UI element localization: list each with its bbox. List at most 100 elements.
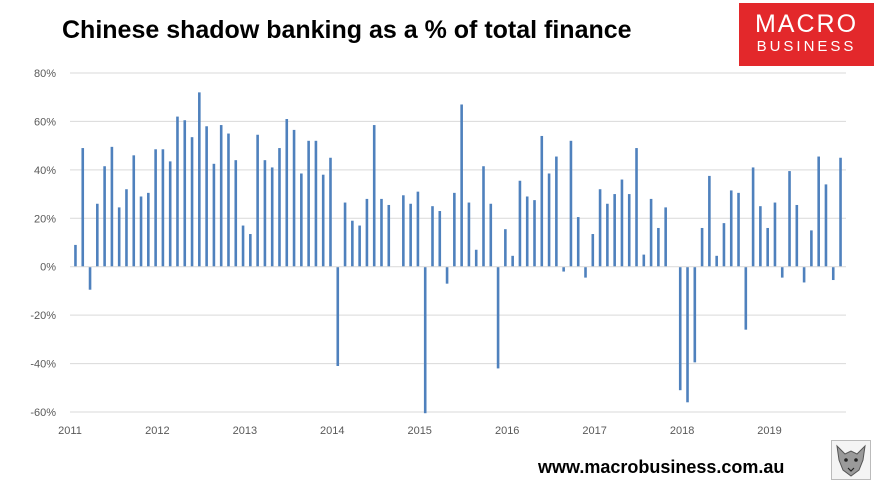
x-axis-ticks: 2011 2012 2013 2014 2015 2016 2017 2018 2019 xyxy=(58,425,782,437)
bar xyxy=(482,166,485,267)
y-axis-ticks: 80% 60% 40% 20% 0% -20% -40% -60% xyxy=(30,68,56,419)
bar xyxy=(620,179,624,267)
bar xyxy=(657,227,660,267)
bar xyxy=(176,116,179,267)
y-tick-label: -40% xyxy=(30,359,56,371)
bar xyxy=(525,196,529,267)
bar xyxy=(380,198,383,267)
y-tick-label: -60% xyxy=(30,407,56,419)
wolf-mascot-icon xyxy=(831,440,871,480)
bar xyxy=(139,196,143,267)
bar xyxy=(212,163,216,267)
bar xyxy=(234,160,238,267)
bar xyxy=(329,157,332,267)
bar xyxy=(722,223,726,267)
y-tick-label: 60% xyxy=(34,116,56,128)
bar xyxy=(773,202,777,267)
bar xyxy=(416,191,420,267)
bar xyxy=(292,129,296,267)
bar xyxy=(343,202,347,267)
bar xyxy=(219,125,223,267)
x-tick-label: 2015 xyxy=(407,425,431,437)
y-tick-label: 0% xyxy=(40,262,56,274)
bar xyxy=(533,200,536,267)
footer-url[interactable]: www.macrobusiness.com.au xyxy=(538,457,785,477)
bar xyxy=(737,192,740,267)
bar xyxy=(438,211,442,267)
bar xyxy=(132,155,136,267)
y-tick-label: -20% xyxy=(30,310,56,322)
bar xyxy=(351,220,354,267)
bar xyxy=(518,180,522,267)
bar xyxy=(810,230,813,267)
bar xyxy=(241,225,245,267)
bar xyxy=(409,203,412,267)
bar xyxy=(307,140,310,267)
bar xyxy=(649,198,653,267)
bar xyxy=(227,133,230,267)
y-tick-label: 80% xyxy=(34,68,56,80)
bar xyxy=(547,173,551,267)
bar xyxy=(263,160,267,267)
bar xyxy=(831,266,835,281)
bar xyxy=(788,171,791,267)
bar xyxy=(715,255,718,267)
bar xyxy=(598,189,602,267)
bar xyxy=(824,184,828,267)
bar xyxy=(453,192,456,267)
bar xyxy=(336,266,340,366)
bar xyxy=(504,229,507,267)
bar xyxy=(423,266,427,414)
bar xyxy=(300,173,303,267)
bar xyxy=(489,203,493,267)
bar xyxy=(708,175,711,267)
logo-line-2: BUSINESS xyxy=(756,38,857,55)
bar xyxy=(474,249,478,267)
x-tick-label: 2013 xyxy=(233,425,257,437)
bar xyxy=(183,120,187,267)
bar xyxy=(256,134,259,267)
bar xyxy=(278,148,281,267)
bar xyxy=(759,206,762,267)
x-tick-label: 2018 xyxy=(670,425,694,437)
bar xyxy=(205,126,208,267)
bar xyxy=(744,266,748,330)
page-title: Chinese shadow banking as a % of total f… xyxy=(62,16,632,44)
x-tick-label: 2012 xyxy=(145,425,169,437)
bar xyxy=(190,137,194,267)
bar xyxy=(110,146,114,267)
bar xyxy=(817,156,820,267)
macrobusiness-logo: MACRO BUSINESS xyxy=(739,3,874,66)
bar xyxy=(664,207,667,267)
bar xyxy=(642,254,646,267)
bar xyxy=(802,266,806,283)
bar xyxy=(460,104,463,267)
bar xyxy=(314,140,318,267)
bar xyxy=(795,204,799,267)
bar xyxy=(693,266,697,363)
bar xyxy=(285,119,289,267)
bar xyxy=(606,203,609,267)
bar xyxy=(198,92,201,267)
bar xyxy=(569,140,573,267)
bar xyxy=(511,255,514,267)
bar xyxy=(555,156,558,267)
bar xyxy=(584,266,587,278)
x-tick-label: 2019 xyxy=(757,425,781,437)
bar xyxy=(372,125,376,267)
bar xyxy=(431,206,434,267)
bar xyxy=(766,227,769,267)
bar xyxy=(81,148,85,267)
bar xyxy=(751,167,755,267)
bars xyxy=(74,92,842,414)
bar xyxy=(154,149,157,267)
bar xyxy=(445,266,449,284)
x-tick-label: 2017 xyxy=(582,425,606,437)
bar xyxy=(270,167,274,267)
bar xyxy=(540,135,544,267)
bar xyxy=(387,204,391,267)
bar xyxy=(729,190,733,267)
bar xyxy=(103,166,106,267)
bar xyxy=(591,234,595,267)
